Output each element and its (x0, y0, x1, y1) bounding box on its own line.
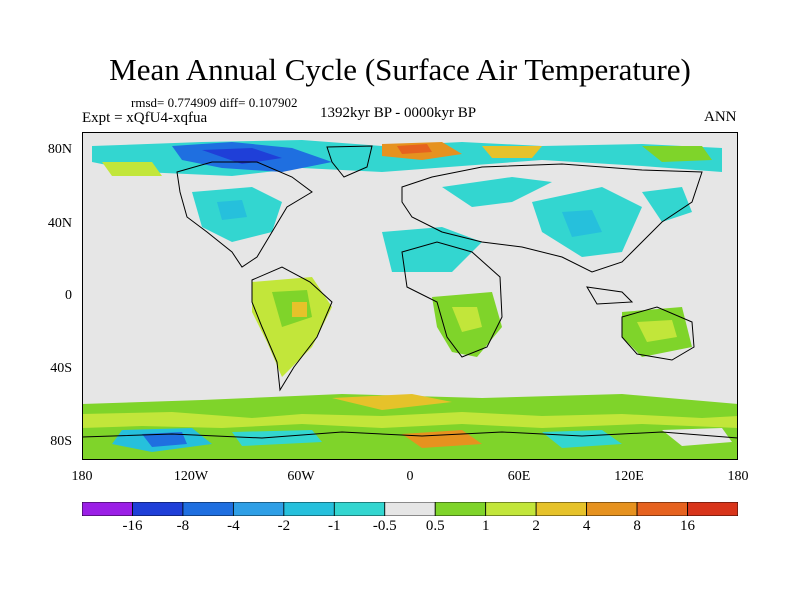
y-tick-label: 40N (47, 216, 72, 231)
y-tick-label: 40S (50, 361, 72, 376)
colorbar-swatch (182, 502, 234, 516)
colorbar-label: 0.5 (425, 518, 445, 534)
colorbar-label: 4 (582, 518, 591, 534)
chart-title: Mean Annual Cycle (Surface Air Temperatu… (109, 52, 691, 87)
colorbar-label: 8 (633, 518, 641, 534)
period-label: 1392kyr BP - 0000kyr BP (320, 105, 477, 121)
colorbar-label: -2 (277, 518, 291, 534)
colorbar-swatch (283, 502, 335, 516)
colorbar-swatch (586, 502, 638, 516)
season-label: ANN (704, 109, 737, 125)
map (82, 132, 738, 460)
x-tick-label: 0 (406, 469, 414, 484)
colorbar-swatch (232, 502, 285, 516)
y-tick-label: 80S (50, 434, 72, 449)
colorbar-swatch (636, 502, 688, 516)
colorbar-swatch (82, 502, 133, 516)
colorbar-label: -1 (328, 518, 341, 534)
colorbar-label: 16 (680, 518, 696, 534)
x-tick-label: 180 (727, 469, 749, 484)
x-tick-label: 60E (507, 469, 531, 484)
anomaly-fields (82, 140, 738, 460)
map-border (82, 132, 738, 460)
colorbar-swatch (485, 502, 537, 516)
x-tick-label: 120W (173, 469, 209, 484)
colorbar-label: 1 (481, 518, 490, 534)
x-tick-label: 60W (287, 469, 315, 484)
x-tick-label: 120E (614, 469, 644, 484)
colorbar-swatch (384, 502, 436, 516)
colorbar-label: -16 (122, 518, 143, 534)
colorbar-swatch (535, 502, 588, 516)
x-tick-label: 180 (71, 469, 93, 484)
experiment-label: Expt = xQfU4-xqfua (82, 110, 208, 126)
stats-line: rmsd= 0.774909 diff= 0.107902 (131, 95, 298, 110)
colorbar (82, 502, 738, 516)
colorbar-swatch (132, 502, 184, 516)
colorbar-swatch (434, 502, 487, 516)
colorbar-label: -8 (176, 518, 190, 534)
colorbar-swatch (333, 502, 386, 516)
coastlines (82, 145, 738, 439)
colorbar-label: -0.5 (372, 518, 397, 534)
y-tick-label: 0 (65, 288, 72, 303)
colorbar-label: -4 (227, 518, 240, 534)
y-tick-label: 80N (47, 142, 72, 157)
colorbar-swatch (687, 502, 738, 516)
colorbar-label: 2 (532, 518, 540, 534)
